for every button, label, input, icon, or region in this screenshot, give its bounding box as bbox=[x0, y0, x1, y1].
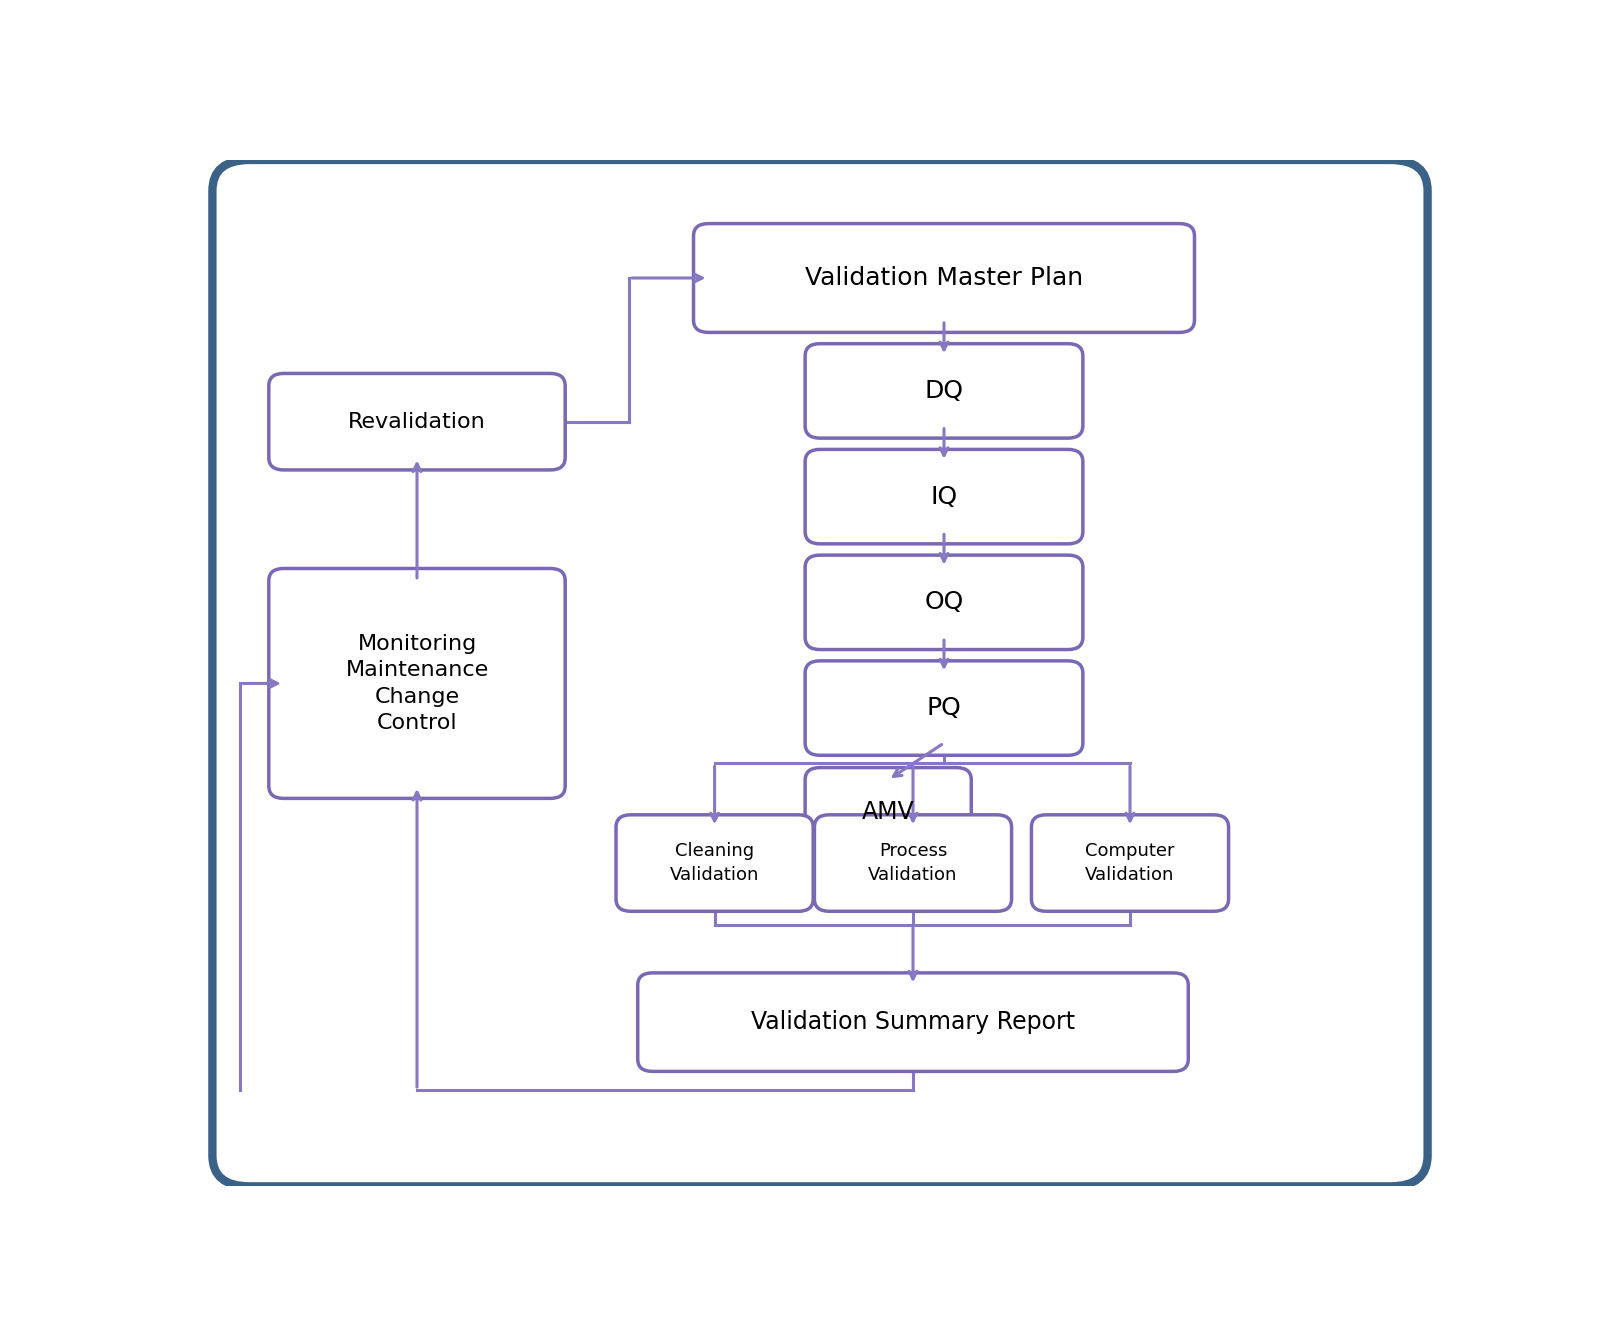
FancyBboxPatch shape bbox=[805, 449, 1083, 544]
FancyBboxPatch shape bbox=[805, 768, 971, 856]
Text: Cleaning
Validation: Cleaning Validation bbox=[670, 842, 760, 884]
FancyBboxPatch shape bbox=[814, 814, 1011, 912]
Text: Process
Validation: Process Validation bbox=[869, 842, 958, 884]
Text: AMV: AMV bbox=[862, 800, 915, 824]
Text: IQ: IQ bbox=[931, 485, 957, 509]
FancyBboxPatch shape bbox=[213, 160, 1427, 1186]
Text: Computer
Validation: Computer Validation bbox=[1085, 842, 1174, 884]
Text: Revalidation: Revalidation bbox=[349, 412, 486, 432]
FancyBboxPatch shape bbox=[269, 568, 565, 798]
Text: Validation Summary Report: Validation Summary Report bbox=[750, 1010, 1075, 1034]
FancyBboxPatch shape bbox=[805, 555, 1083, 649]
FancyBboxPatch shape bbox=[638, 973, 1189, 1072]
FancyBboxPatch shape bbox=[616, 814, 813, 912]
FancyBboxPatch shape bbox=[1032, 814, 1229, 912]
Text: Monitoring
Maintenance
Change
Control: Monitoring Maintenance Change Control bbox=[346, 633, 488, 733]
Text: DQ: DQ bbox=[925, 379, 963, 403]
Text: OQ: OQ bbox=[925, 591, 963, 615]
FancyBboxPatch shape bbox=[805, 661, 1083, 756]
Text: PQ: PQ bbox=[926, 696, 962, 720]
FancyBboxPatch shape bbox=[269, 373, 565, 471]
Text: Validation Master Plan: Validation Master Plan bbox=[805, 267, 1083, 291]
FancyBboxPatch shape bbox=[805, 344, 1083, 439]
FancyBboxPatch shape bbox=[693, 224, 1195, 332]
